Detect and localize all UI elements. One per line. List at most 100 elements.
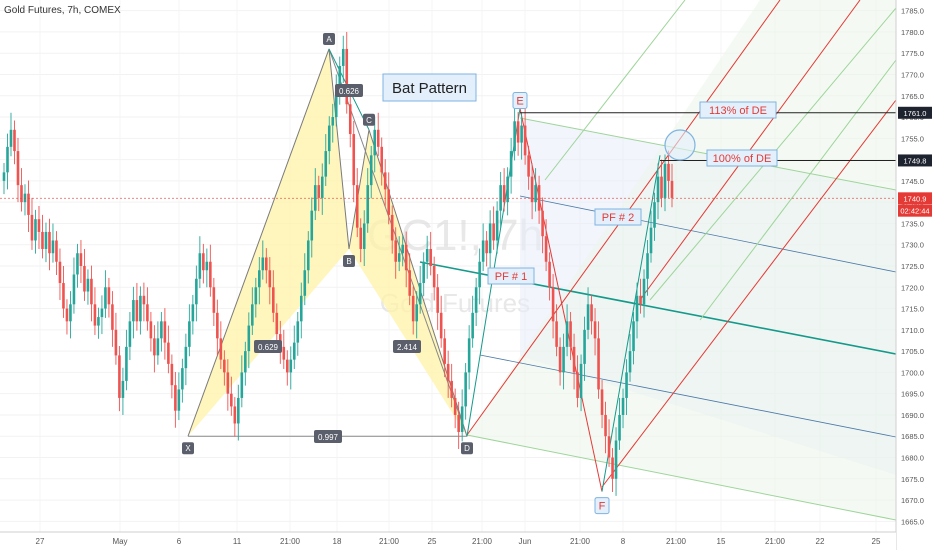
candle-body	[149, 321, 153, 339]
time-tick-label: 15	[717, 537, 726, 546]
candle-body	[327, 125, 331, 152]
price-tag-box	[898, 192, 932, 205]
candle-body	[324, 151, 328, 177]
price-tag-label: 02:42:44	[900, 207, 929, 216]
pf1-label: PF # 1	[495, 271, 527, 283]
price-tick-label: 1710.0	[901, 326, 924, 335]
candle-body	[376, 129, 380, 147]
candle-body	[184, 346, 188, 369]
candle-body	[474, 287, 478, 313]
candle-body	[611, 457, 614, 479]
candle-body	[425, 248, 429, 262]
candle-body	[415, 304, 418, 322]
candle-body	[62, 283, 65, 309]
candle-body	[230, 393, 233, 407]
candle-body	[170, 363, 174, 386]
price-tick-label: 1665.0	[901, 517, 924, 526]
candle-body	[296, 321, 300, 343]
candle-body	[600, 389, 604, 415]
time-tick-label: May	[112, 537, 127, 546]
candle-body	[576, 372, 579, 398]
candle-body	[418, 283, 422, 305]
time-tick-label: 8	[621, 537, 626, 546]
candle-body	[23, 193, 27, 203]
candle-body	[51, 240, 55, 254]
pf2-upper-median	[519, 195, 897, 273]
candle-body	[160, 321, 163, 339]
candle-body	[195, 278, 198, 305]
target-100-label-box	[706, 149, 778, 167]
candle-body	[6, 146, 9, 173]
candle-body	[401, 244, 405, 254]
candle-body	[572, 346, 576, 373]
candle-body	[478, 261, 481, 288]
time-tick-label: 27	[36, 537, 45, 546]
time-tick-label: 25	[428, 537, 437, 546]
candle-body	[132, 300, 135, 322]
candle-body	[635, 295, 639, 322]
reversal-zone-circle	[664, 129, 696, 161]
bat-pattern-title: Bat Pattern	[392, 80, 467, 97]
price-tag-box	[898, 204, 932, 217]
pf2-label: PF # 2	[602, 212, 634, 224]
candle-body	[502, 185, 506, 203]
time-tick-label: 21:00	[379, 537, 400, 546]
target-113-label: 113% of DE	[709, 105, 767, 117]
candle-body	[156, 338, 160, 356]
time-tick-label: 11	[233, 537, 242, 546]
candle-body	[114, 329, 118, 356]
candle-body	[586, 304, 590, 330]
candle-body	[541, 210, 544, 237]
candle-body	[65, 308, 69, 322]
candle-body	[642, 278, 646, 305]
price-tick-label: 1775.0	[901, 49, 924, 58]
candle-body	[58, 261, 62, 284]
candle-body	[100, 308, 104, 318]
price-tick-label: 1675.0	[901, 475, 924, 484]
time-tick-label: 21:00	[570, 537, 591, 546]
ratio-box	[393, 340, 421, 353]
ratio-label: 2.414	[397, 343, 418, 352]
ratio-box	[254, 340, 282, 353]
point-label-d: D	[464, 444, 470, 453]
candle-body	[331, 117, 335, 126]
candle-body	[506, 176, 509, 203]
candle-body	[13, 129, 16, 152]
candle-body	[667, 163, 670, 181]
point-label-b-box	[343, 254, 355, 267]
price-tick-label: 1695.0	[901, 390, 924, 399]
candle-body	[93, 304, 97, 326]
candle-body	[97, 317, 100, 326]
candle-body	[226, 372, 230, 394]
candle-body	[285, 359, 289, 373]
candle-body	[72, 274, 76, 305]
candle-body	[79, 253, 83, 266]
candle-body	[618, 414, 621, 441]
candle-body	[653, 202, 656, 228]
candle-body	[632, 321, 635, 352]
f-target-line	[601, 155, 661, 492]
candle-body	[219, 338, 223, 360]
candle-body	[537, 185, 541, 211]
bat-ad-line	[328, 48, 468, 437]
candle-body	[104, 287, 107, 309]
candle-body	[481, 240, 485, 262]
candle-body	[404, 244, 408, 271]
candle-body	[261, 257, 265, 271]
candle-body	[16, 151, 20, 186]
candle-body	[282, 346, 286, 360]
candle-body	[55, 240, 58, 262]
candle-body	[457, 414, 460, 432]
candle-body	[670, 180, 674, 198]
candle-body	[268, 270, 272, 288]
candle-body	[485, 240, 488, 254]
price-tick-label: 1745.0	[901, 177, 924, 186]
candle-body	[146, 304, 149, 322]
price-tick-label: 1720.0	[901, 283, 924, 292]
candle-body	[90, 278, 93, 305]
time-tick-label: 18	[333, 537, 342, 546]
time-tick-label: 21:00	[280, 537, 301, 546]
candle-body	[345, 48, 349, 105]
candle-body	[76, 253, 79, 275]
